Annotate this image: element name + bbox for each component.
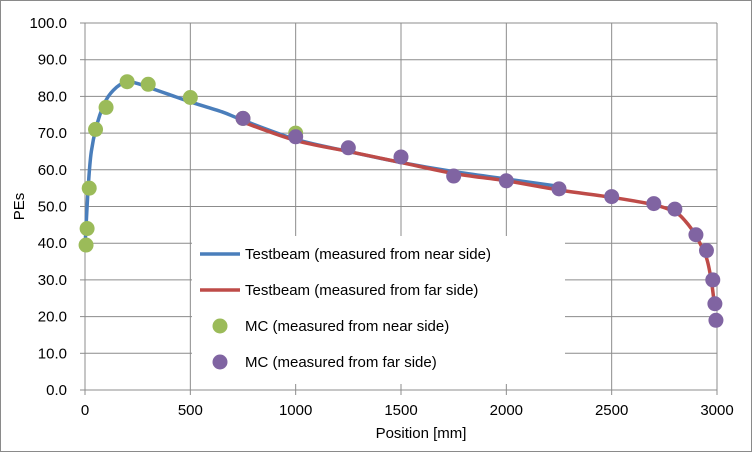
legend-swatch-marker: [212, 318, 228, 334]
series-4-point: [235, 110, 251, 126]
x-axis-title: Position [mm]: [376, 425, 467, 442]
y-tick-label: 90.0: [38, 52, 67, 69]
y-tick-label: 100.0: [29, 15, 67, 32]
x-tick-label: 2000: [490, 402, 523, 419]
y-tick-label: 20.0: [38, 309, 67, 326]
y-axis-title: PEs: [11, 193, 28, 221]
x-tick-label: 2500: [595, 402, 628, 419]
series-4-point: [604, 189, 620, 205]
legend-label: MC (measured from far side): [245, 354, 437, 371]
x-tick-label: 1500: [384, 402, 417, 419]
series-3-point: [119, 74, 135, 90]
series-4-point: [498, 173, 514, 189]
y-tick-label: 0.0: [46, 382, 67, 399]
series-4-point: [707, 296, 723, 312]
series-3-point: [140, 76, 156, 92]
legend-background: [192, 236, 565, 384]
series-4-point: [708, 312, 724, 328]
y-tick-label: 80.0: [38, 88, 67, 105]
series-4-point: [646, 196, 662, 212]
x-tick-label: 0: [81, 402, 89, 419]
legend: Testbeam (measured from near side) Testbe…: [200, 246, 491, 371]
y-tick-label: 40.0: [38, 235, 67, 252]
series-4-point: [698, 243, 714, 259]
y-tick-label: 30.0: [38, 272, 67, 289]
series-line-1: [83, 79, 561, 249]
series-3-point: [182, 90, 198, 106]
y-tick-label: 50.0: [38, 199, 67, 216]
series-4-point: [551, 181, 567, 197]
series-4-point: [340, 140, 356, 156]
y-tick-label: 70.0: [38, 125, 67, 142]
series-4-point: [288, 129, 304, 145]
axes: 0.0 10.0 20.0 30.0 40.0 50.0 60.0 70.0 80.0 90.0 1…: [29, 15, 733, 419]
x-tick-label: 1000: [279, 402, 312, 419]
series-4-point: [667, 201, 683, 217]
series-4-point: [705, 272, 721, 288]
series-4-point: [446, 168, 462, 184]
series-3-point: [81, 180, 97, 196]
series-3-point: [98, 99, 114, 115]
series-4-point: [393, 149, 409, 165]
x-tick-label: 3000: [700, 402, 733, 419]
series-3-point: [79, 221, 95, 237]
legend-label: Testbeam (measured from near side): [245, 246, 491, 263]
series-3-point: [78, 237, 94, 253]
y-tick-label: 60.0: [38, 162, 67, 179]
legend-swatch-marker: [212, 354, 228, 370]
series-3-point: [88, 121, 104, 137]
series-4-point: [688, 227, 704, 243]
y-tick-label: 10.0: [38, 345, 67, 362]
legend-label: Testbeam (measured from far side): [245, 282, 478, 299]
legend-label: MC (measured from near side): [245, 318, 449, 335]
series-layer: [78, 74, 724, 328]
x-tick-label: 500: [178, 402, 203, 419]
